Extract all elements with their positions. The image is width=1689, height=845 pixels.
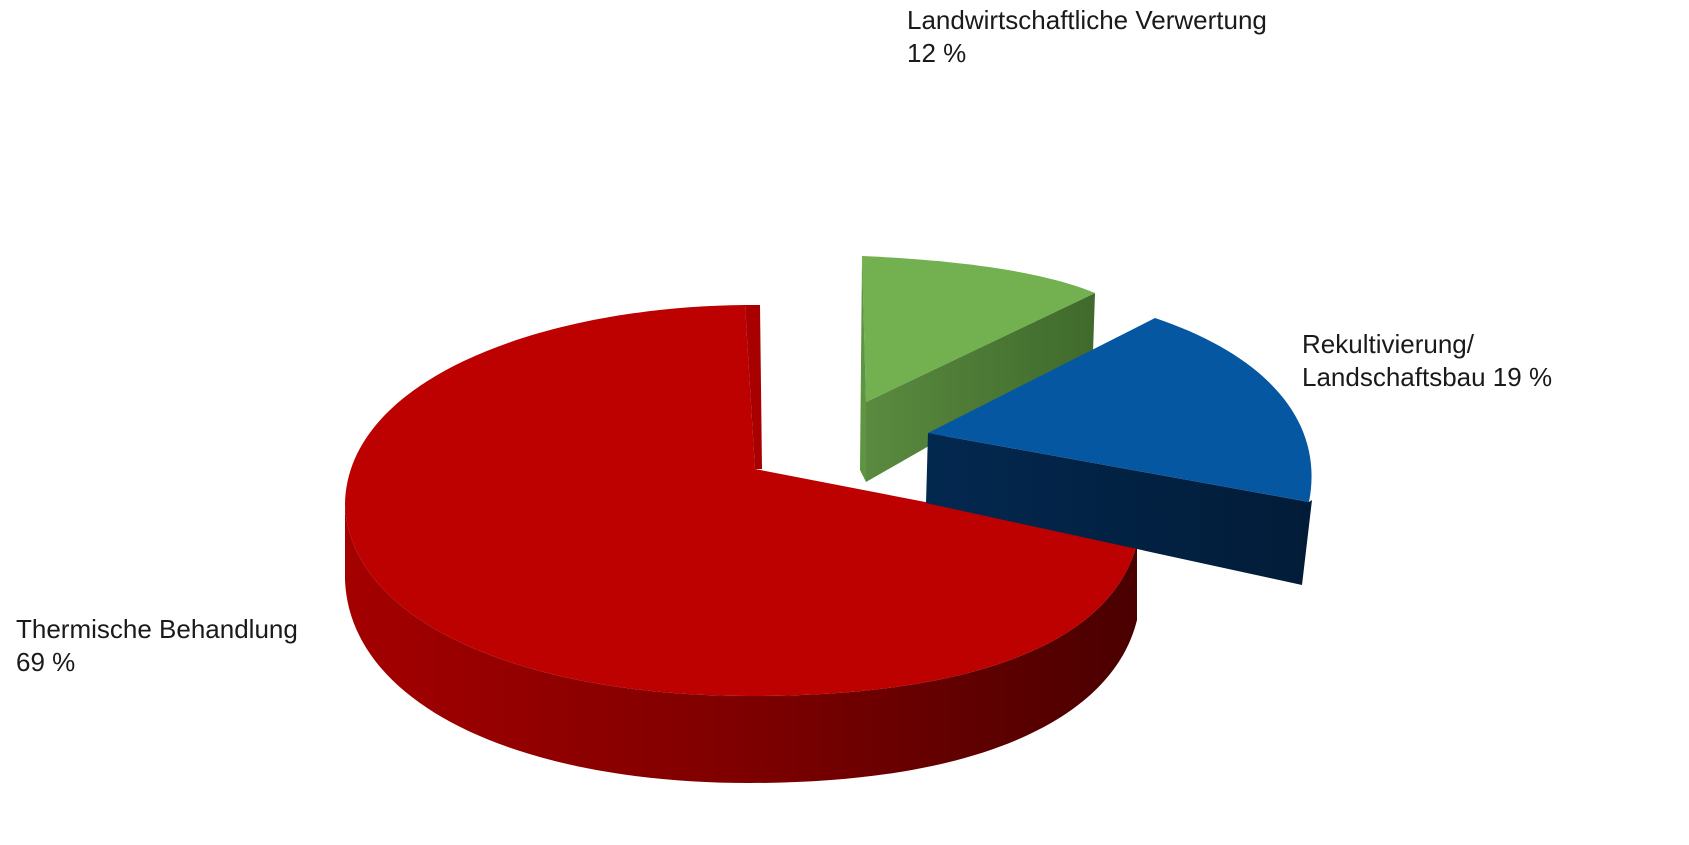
label-landwirtschaftliche-verwertung: Landwirtschaftliche Verwertung 12 %	[907, 4, 1267, 70]
label-landwirtschaftliche-verwertung-line2: 12 %	[907, 38, 967, 68]
label-thermische-behandlung-line1: Thermische Behandlung	[16, 614, 298, 644]
slice-thermische-behandlung-top	[345, 305, 1137, 696]
label-rekultivierung-landschaftsbau: Rekultivierung/ Landschaftsbau 19 %	[1302, 328, 1552, 394]
label-thermische-behandlung-line2: 69 %	[16, 647, 76, 677]
slice-thermische-behandlung	[345, 305, 1137, 783]
label-thermische-behandlung: Thermische Behandlung 69 %	[16, 613, 298, 679]
slice-landwirtschaftliche-verwertung	[860, 256, 1095, 482]
slice-landwirtschaftliche-verwertung-top	[862, 256, 1095, 402]
slice-landwirtschaftliche-verwertung-wall	[860, 256, 866, 482]
label-landwirtschaftliche-verwertung-line1: Landwirtschaftliche Verwertung	[907, 5, 1267, 35]
slice-thermische-behandlung-side	[345, 505, 1137, 783]
slice-rekultivierung-landschaftsbau	[926, 318, 1312, 585]
slice-landwirtschaftliche-verwertung-side	[866, 293, 1095, 482]
slice-rekultivierung-landschaftsbau-side	[926, 433, 1312, 585]
slice-rekultivierung-landschaftsbau-top	[928, 318, 1312, 502]
label-rekultivierung-landschaftsbau-line2: Landschaftsbau 19 %	[1302, 362, 1553, 392]
label-rekultivierung-landschaftsbau-line1: Rekultivierung/	[1302, 329, 1474, 359]
slice-thermische-behandlung-wall	[745, 305, 762, 469]
